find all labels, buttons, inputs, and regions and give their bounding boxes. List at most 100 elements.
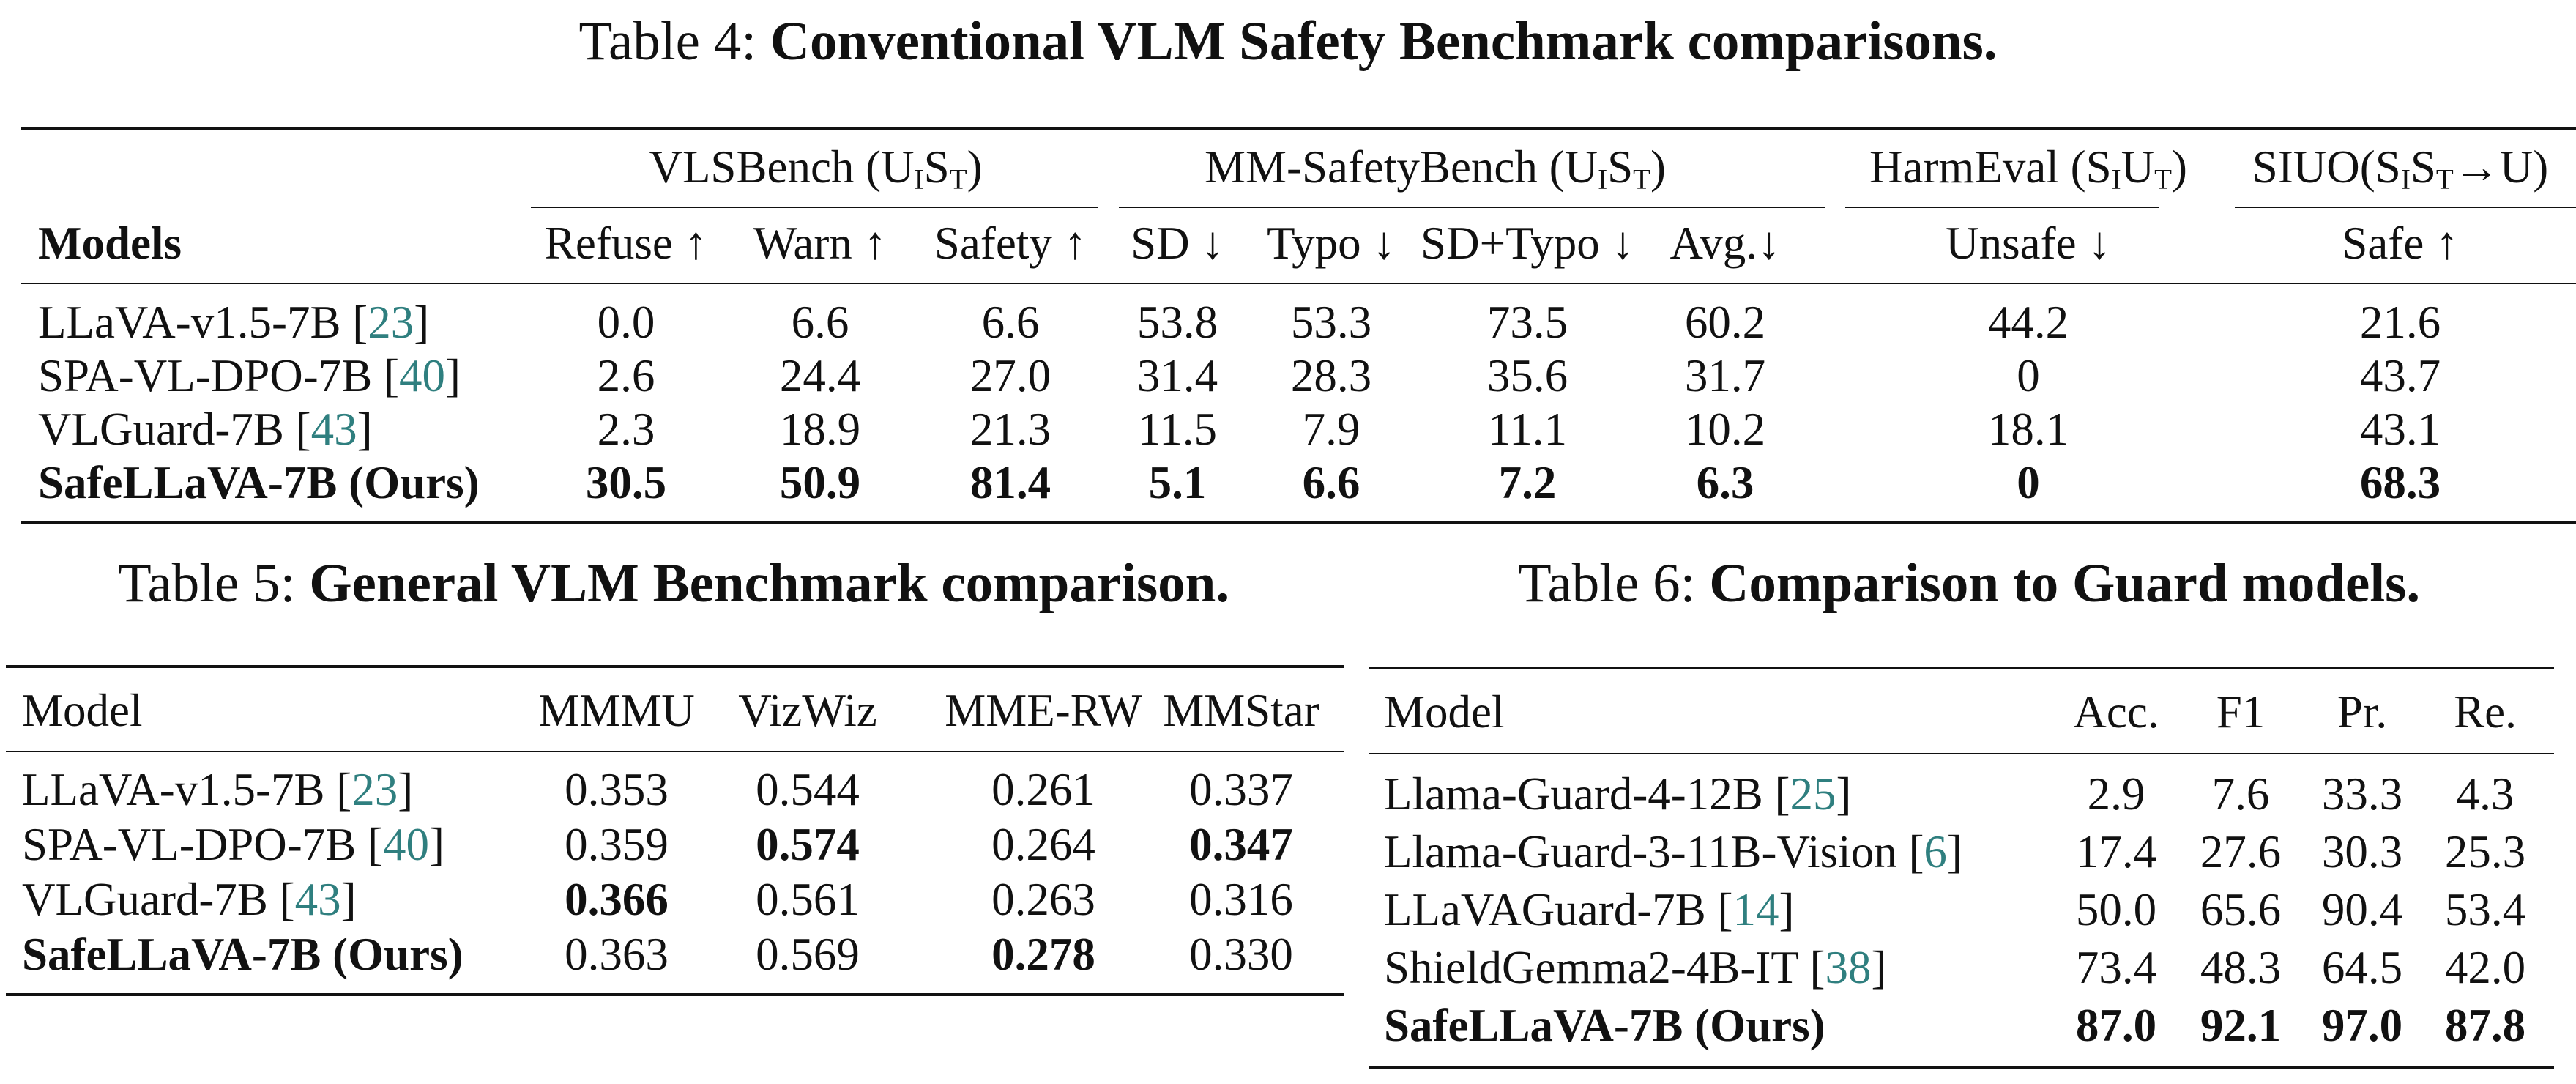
col-header-mme-rw: MME-RW	[945, 685, 1142, 736]
row-model-name: SafeLLaVA-7B (Ours)	[22, 929, 464, 980]
cell-vizwiz: 0.561	[756, 874, 860, 925]
table4-top-rule	[21, 127, 2576, 130]
table6-top-rule	[1369, 667, 2554, 669]
cell-pr: 30.3	[2321, 826, 2403, 877]
cell-sd-typo: 11.1	[1488, 404, 1567, 455]
group-header-vlsbench: VLSBench (UIST)	[649, 141, 983, 196]
col-header-unsafe: Unsafe ↓	[1946, 218, 2111, 269]
group-rule-harmeval	[1845, 207, 2159, 208]
table4-caption: Table 4: Conventional VLM Safety Benchma…	[0, 9, 2576, 75]
group-header-mmsafetybench: MM-SafetyBench (UIST)	[1204, 141, 1667, 196]
col-header-acc: Acc.	[2073, 686, 2159, 738]
table4-header-rule	[21, 283, 2576, 284]
cell-vizwiz: 0.574	[756, 819, 860, 870]
cell-f1: 7.6	[2211, 768, 2270, 820]
table6-title: Comparison to Guard models.	[1709, 553, 2421, 614]
cell-warn: 6.6	[791, 297, 849, 348]
table5-header-rule	[6, 751, 1344, 752]
cell-safety: 81.4	[969, 457, 1051, 508]
cell-acc: 50.0	[2075, 884, 2157, 935]
table5-title: General VLM Benchmark comparison.	[309, 553, 1230, 614]
cell-unsafe: 18.1	[1987, 404, 2069, 455]
group-rule-siuo	[2235, 207, 2576, 208]
cell-mmstar: 0.316	[1189, 874, 1293, 925]
citation-link[interactable]: 40	[399, 350, 445, 401]
citation-link[interactable]: 38	[1825, 942, 1872, 993]
citation-link[interactable]: 23	[351, 764, 398, 815]
cell-safe: 43.1	[2359, 404, 2441, 455]
cell-sd-typo: 7.2	[1498, 457, 1557, 508]
row-model-name: SafeLLaVA-7B (Ours)	[38, 457, 480, 508]
table6-caption: Table 6: Comparison to Guard models.	[1362, 551, 2576, 617]
cell-avg: 10.2	[1684, 404, 1766, 455]
row-model-name: SafeLLaVA-7B (Ours)	[1384, 1000, 1825, 1051]
cell-sd-typo: 35.6	[1486, 350, 1568, 401]
cell-avg: 60.2	[1684, 297, 1766, 348]
table4-bottom-rule	[21, 521, 2576, 524]
col-header-warn: Warn ↑	[753, 218, 887, 269]
cell-safety: 27.0	[969, 350, 1051, 401]
cell-acc: 2.9	[2087, 768, 2145, 820]
cell-warn: 24.4	[779, 350, 861, 401]
col-header-safety: Safety ↑	[934, 218, 1087, 269]
row-model-name: VLGuard-7B [43]	[22, 874, 357, 925]
cell-mmstar: 0.347	[1189, 819, 1293, 870]
group-header-harmeval: HarmEval (SIUT)	[1869, 141, 2188, 196]
row-model-name: LLaVA-v1.5-7B [23]	[38, 297, 430, 348]
col-header-typo: Typo ↓	[1267, 218, 1396, 269]
cell-typo: 6.6	[1302, 457, 1360, 508]
cell-f1: 92.1	[2200, 1000, 2282, 1051]
cell-vizwiz: 0.569	[756, 929, 860, 980]
cell-re: 25.3	[2444, 826, 2526, 877]
cell-refuse: 2.6	[597, 350, 655, 401]
cell-mme-rw: 0.261	[991, 764, 1095, 815]
cell-refuse: 30.5	[585, 457, 667, 508]
cell-sd: 53.8	[1136, 297, 1218, 348]
group-rule-mmsafetybench	[1119, 207, 1825, 208]
citation-link[interactable]: 43	[294, 874, 341, 925]
row-model-name: LLaVAGuard-7B [14]	[1384, 884, 1795, 935]
citation-link[interactable]: 40	[383, 819, 429, 870]
cell-avg: 6.3	[1696, 457, 1754, 508]
table4-title: Conventional VLM Safety Benchmark compar…	[770, 11, 1998, 72]
group-header-siuo: SIUO(SIST→U)	[2252, 141, 2549, 196]
row-model-name: SPA-VL-DPO-7B [40]	[22, 819, 444, 870]
cell-sd-typo: 73.5	[1486, 297, 1568, 348]
citation-link[interactable]: 25	[1790, 768, 1836, 820]
row-model-name: Llama-Guard-3-11B-Vision [6]	[1384, 826, 1962, 877]
cell-f1: 65.6	[2200, 884, 2282, 935]
cell-acc: 87.0	[2075, 1000, 2157, 1051]
citation-link[interactable]: 43	[310, 404, 357, 455]
cell-acc: 17.4	[2075, 826, 2157, 877]
cell-mmmu: 0.366	[565, 874, 669, 925]
row-model-name: SPA-VL-DPO-7B [40]	[38, 350, 461, 401]
citation-link[interactable]: 14	[1732, 884, 1779, 935]
table5-bottom-rule	[6, 993, 1344, 996]
cell-f1: 27.6	[2200, 826, 2282, 877]
cell-safe: 21.6	[2359, 297, 2441, 348]
table6-header-rule	[1369, 753, 2554, 754]
col-header-f1: F1	[2216, 686, 2266, 738]
citation-link[interactable]: 23	[368, 297, 414, 348]
cell-mmstar: 0.330	[1189, 929, 1293, 980]
cell-re: 4.3	[2456, 768, 2514, 820]
cell-typo: 53.3	[1290, 297, 1372, 348]
cell-mmstar: 0.337	[1189, 764, 1293, 815]
table5-model-header: Model	[22, 685, 143, 736]
col-header-vizwiz: VizWiz	[738, 685, 877, 736]
col-header-mmstar: MMStar	[1163, 685, 1319, 736]
row-model-name: VLGuard-7B [43]	[38, 404, 373, 455]
table5-label: Table 5:	[117, 553, 296, 614]
col-header-mmmu: MMMU	[538, 685, 695, 736]
table5-caption: Table 5: General VLM Benchmark compariso…	[0, 551, 1347, 617]
table6-bottom-rule	[1369, 1066, 2554, 1069]
cell-refuse: 0.0	[597, 297, 655, 348]
col-header-re: Re.	[2454, 686, 2517, 738]
table6-label: Table 6:	[1517, 553, 1696, 614]
cell-unsafe: 44.2	[1987, 297, 2069, 348]
cell-typo: 28.3	[1290, 350, 1372, 401]
citation-link[interactable]: 6	[1924, 826, 1947, 877]
cell-safety: 6.6	[981, 297, 1040, 348]
cell-re: 42.0	[2444, 942, 2526, 993]
cell-warn: 18.9	[779, 404, 861, 455]
